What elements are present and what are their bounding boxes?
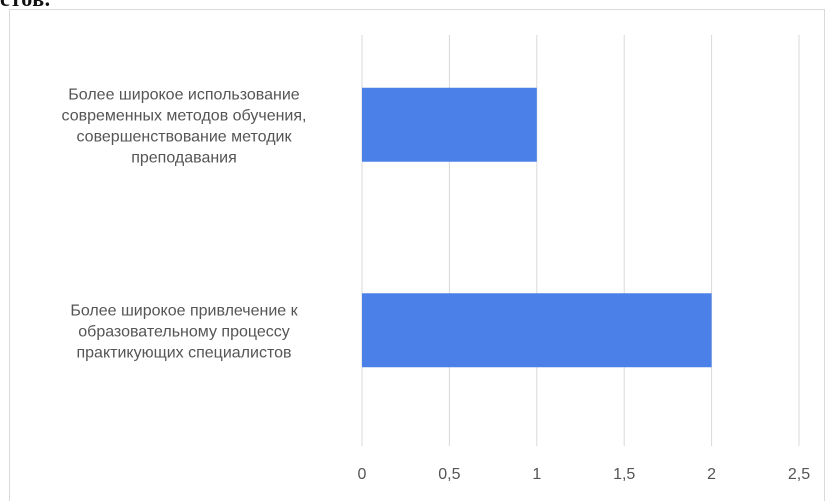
category-label: образовательному процессу <box>78 323 290 340</box>
x-tick-label: 2 <box>707 466 716 483</box>
bar <box>362 293 712 368</box>
category-label: преподавания <box>131 149 237 166</box>
category-label: современных методов обучения, <box>62 107 307 124</box>
x-tick-label: 0,5 <box>438 466 460 483</box>
category-label: Более широкое привлечение к <box>70 302 298 319</box>
x-tick-label: 1 <box>532 466 541 483</box>
x-tick-label: 0 <box>358 466 367 483</box>
x-tick-label: 1,5 <box>613 466 635 483</box>
x-tick-label: 2,5 <box>788 466 810 483</box>
category-label: Более широкое использование <box>68 86 299 103</box>
category-label: совершенствование методик <box>77 128 293 145</box>
bar <box>362 87 537 162</box>
category-label: практикующих специалистов <box>76 344 291 361</box>
page-text-fragment: стов. <box>0 0 51 12</box>
